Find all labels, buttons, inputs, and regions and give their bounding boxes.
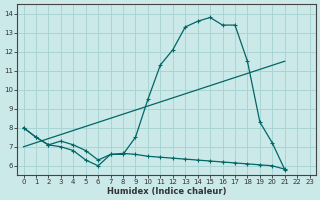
X-axis label: Humidex (Indice chaleur): Humidex (Indice chaleur) — [107, 187, 226, 196]
